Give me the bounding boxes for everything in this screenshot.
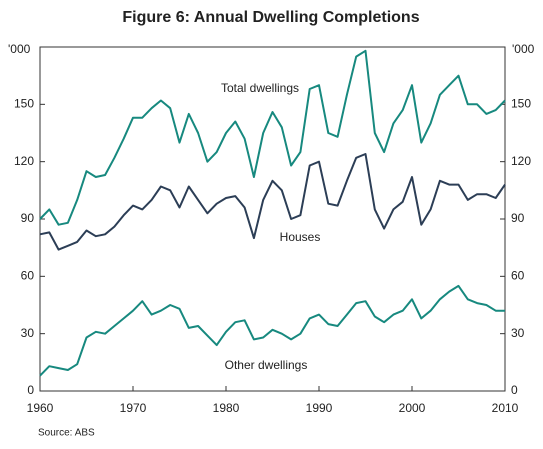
- series-line: [39, 49, 506, 226]
- y-tick-label-right: 150: [511, 97, 531, 111]
- y-tick-label: 90: [21, 211, 35, 225]
- y-tick-label-right: 120: [511, 154, 531, 168]
- y-tick-label-right: 30: [511, 326, 525, 340]
- y-tick-label: 60: [21, 269, 35, 283]
- y-tick-label-right: 90: [511, 211, 525, 225]
- source: Source: ABS: [38, 428, 95, 439]
- y-tick-label-right: 0: [511, 383, 518, 397]
- y-tick-label: 0: [27, 383, 34, 397]
- x-tick-label: 2000: [399, 401, 426, 415]
- series-line: [39, 284, 505, 377]
- x-tick-label: 1970: [120, 401, 147, 415]
- y-tick-label: 150: [14, 97, 34, 111]
- y-tick-label: 30: [21, 326, 35, 340]
- x-tick-label: 2010: [492, 401, 519, 415]
- plot-frame: [39, 46, 506, 392]
- x-tick-label: 1990: [306, 401, 333, 415]
- series-label: Total dwellings: [221, 81, 299, 95]
- y-unit-left: '000: [8, 42, 31, 56]
- y-tick-label-right: 60: [511, 269, 525, 283]
- series-label: Houses: [280, 230, 321, 244]
- y-tick-label: 120: [14, 154, 34, 168]
- x-tick-label: 1980: [213, 401, 240, 415]
- chart-title: Figure 6: Annual Dwelling Completions: [122, 9, 419, 26]
- series-line: [39, 153, 506, 251]
- x-tick-label: 1960: [27, 401, 54, 415]
- y-unit-right: '000: [512, 42, 535, 56]
- series-label: Other dwellings: [225, 358, 308, 372]
